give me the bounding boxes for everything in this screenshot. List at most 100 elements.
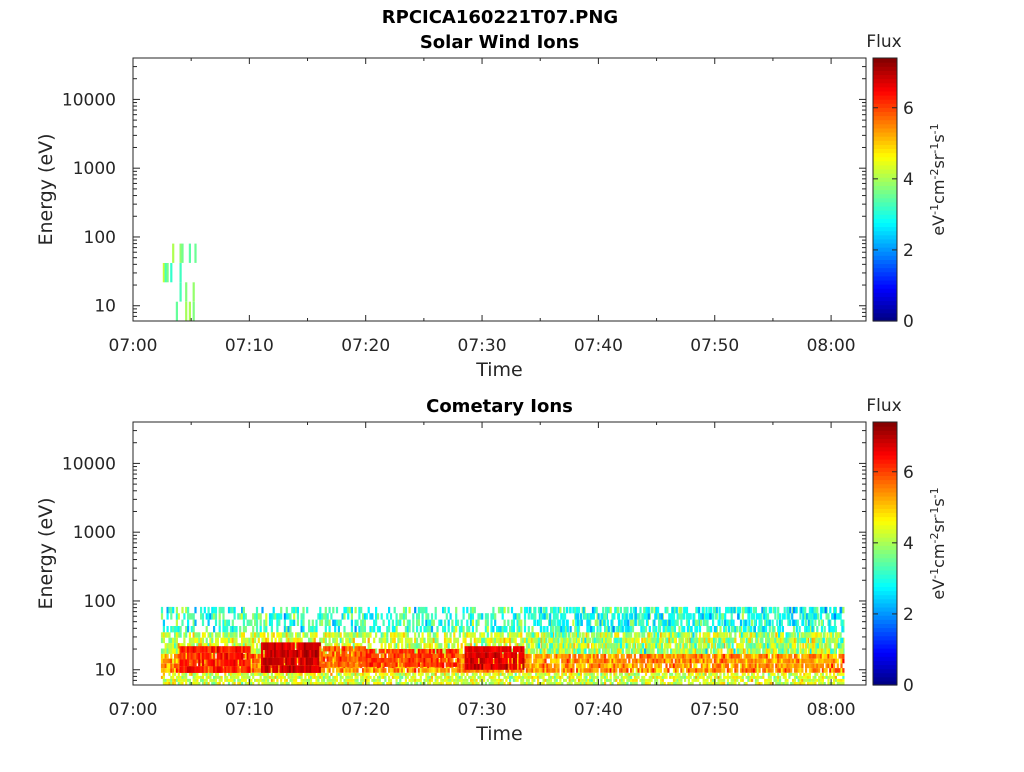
heatmap-cell <box>451 620 453 626</box>
heatmap-cell <box>209 676 211 679</box>
heatmap-cell <box>360 679 362 682</box>
heatmap-cell <box>651 643 653 648</box>
heatmap-cell <box>505 638 507 643</box>
heatmap-cell <box>194 679 196 682</box>
heatmap-cell <box>228 620 230 626</box>
heatmap-cell <box>502 626 504 632</box>
heatmap-cell <box>418 649 420 654</box>
heatmap-cell <box>779 613 781 619</box>
heatmap-cell <box>574 679 576 682</box>
heatmap-cell <box>293 673 295 676</box>
heatmap-cell <box>390 663 392 668</box>
heatmap-cell <box>274 650 276 658</box>
heatmap-cell <box>801 679 803 682</box>
heatmap-cell <box>388 679 390 682</box>
heatmap-cell <box>530 668 532 673</box>
heatmap-cell <box>490 676 492 679</box>
heatmap-cell <box>669 673 671 676</box>
heatmap-cell <box>487 673 489 676</box>
heatmap-cell <box>490 620 492 626</box>
colorbar-step <box>873 95 897 100</box>
heatmap-cell <box>263 632 265 637</box>
colorbar-step <box>873 272 897 277</box>
heatmap-cell <box>557 673 559 676</box>
heatmap-cell <box>602 654 604 659</box>
heatmap-cell <box>429 658 431 663</box>
heatmap-cell <box>267 673 269 676</box>
heatmap-cell <box>792 659 794 664</box>
heatmap-cell <box>369 662 371 667</box>
heatmap-cell <box>680 620 682 626</box>
heatmap-cell <box>278 613 280 619</box>
heatmap-cell <box>204 666 206 673</box>
heatmap-cell <box>276 673 278 676</box>
heatmap-cell <box>744 649 746 654</box>
heatmap-cell <box>630 673 632 676</box>
heatmap-cell <box>263 673 265 676</box>
heatmap-cell <box>282 676 284 679</box>
heatmap-cell <box>524 676 526 679</box>
heatmap-cell <box>252 613 254 619</box>
heatmap-cell <box>582 659 584 664</box>
heatmap-cell <box>533 676 535 679</box>
heatmap-cell <box>433 668 435 673</box>
heatmap-cell <box>528 626 530 632</box>
heatmap-cell <box>405 638 407 643</box>
heatmap-cell <box>390 658 392 663</box>
heatmap-cell <box>254 673 256 676</box>
heatmap-cell <box>315 626 317 632</box>
heatmap-cell <box>243 646 245 653</box>
heatmap-cell <box>829 663 831 668</box>
heatmap-cell <box>230 660 232 667</box>
colorbar-step <box>873 74 897 79</box>
heatmap-cell <box>308 658 310 666</box>
heatmap-cell <box>174 673 176 676</box>
heatmap-cell <box>826 613 828 619</box>
heatmap-cell <box>543 659 545 664</box>
heatmap-cell <box>442 679 444 682</box>
heatmap-cell <box>662 638 664 643</box>
heatmap-cell <box>224 679 226 682</box>
heatmap-cell <box>412 668 414 673</box>
heatmap-cell <box>176 659 178 664</box>
heatmap-cell <box>515 673 517 676</box>
heatmap-cell <box>515 676 517 679</box>
heatmap-cell <box>418 662 420 667</box>
heatmap-cell <box>626 679 628 682</box>
heatmap-cell <box>528 679 530 682</box>
heatmap-cell <box>718 654 720 659</box>
heatmap-cell <box>705 659 707 664</box>
heatmap-cell <box>230 666 232 673</box>
heatmap-cell <box>222 607 224 613</box>
heatmap-cell <box>587 654 589 659</box>
heatmap-cell <box>623 643 625 648</box>
heatmap-cell <box>429 668 431 673</box>
heatmap-cell <box>170 643 172 648</box>
heatmap-cell <box>563 679 565 682</box>
heatmap-cell <box>336 646 338 651</box>
heatmap-cell <box>734 679 736 682</box>
heatmap-cell <box>405 613 407 619</box>
heatmap-cell <box>822 663 824 668</box>
heatmap-cell <box>695 654 697 659</box>
heatmap-cell <box>412 662 414 667</box>
heatmap-cell <box>215 660 217 667</box>
heatmap-cell <box>550 663 552 668</box>
heatmap-cell <box>708 676 710 679</box>
heatmap-cell <box>518 626 520 632</box>
heatmap-cell <box>539 663 541 668</box>
heatmap-cell <box>170 607 172 613</box>
heatmap-cell <box>258 659 260 664</box>
heatmap-cell <box>390 673 392 676</box>
heatmap-cell <box>373 676 375 679</box>
heatmap-cell <box>340 676 342 679</box>
heatmap-cell <box>448 679 450 682</box>
heatmap-cell <box>427 620 429 626</box>
heatmap-cell <box>438 654 440 659</box>
heatmap-cell <box>466 626 468 632</box>
heatmap-cell <box>651 679 653 682</box>
heatmap-cell <box>267 676 269 679</box>
heatmap-cell <box>206 646 208 653</box>
